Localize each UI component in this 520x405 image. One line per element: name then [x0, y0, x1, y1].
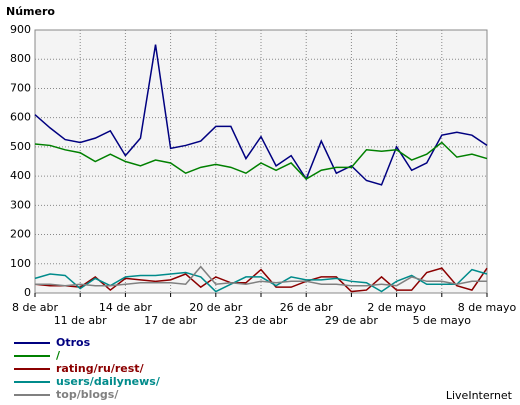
y-tick-label: 600 — [10, 111, 31, 124]
x-tick-label: 26 de abr — [280, 301, 333, 314]
y-tick-label: 800 — [10, 52, 31, 65]
series-line — [34, 44, 488, 186]
legend-label: rating/ru/rest/ — [56, 362, 145, 375]
x-tick-label: 8 de abr — [12, 301, 58, 314]
x-tick-label: 20 de abr — [189, 301, 242, 314]
x-tick-label: 2 de mayo — [367, 301, 426, 314]
x-tick-label: 23 de abr — [235, 314, 288, 327]
legend-label: top/blogs/ — [56, 388, 119, 401]
source: LiveInternet — [446, 389, 513, 402]
y-tick-label: 300 — [10, 198, 31, 211]
x-tick-label: 8 de mayo — [458, 301, 517, 314]
x-tick-label: 29 de abr — [325, 314, 378, 327]
y-tick-label: 500 — [10, 140, 31, 153]
y-tick-label: 900 — [10, 23, 31, 36]
y-tick-label: 0 — [24, 286, 31, 299]
x-tick-label: 14 de abr — [99, 301, 152, 314]
chart-title: Número — [6, 5, 55, 18]
y-tick-label: 100 — [10, 257, 31, 270]
series-line — [34, 267, 488, 293]
y-tick-label: 400 — [10, 169, 31, 182]
legend-label: users/dailynews/ — [56, 375, 161, 388]
series-line — [34, 141, 488, 180]
x-tick-label: 5 de mayo — [413, 314, 472, 327]
legend-label: Otros — [56, 336, 91, 349]
x-tick-label: 17 de abr — [144, 314, 197, 327]
y-tick-label: 700 — [10, 81, 31, 94]
x-tick-label: 11 de abr — [54, 314, 107, 327]
series-line — [35, 265, 487, 287]
legend-label: / — [56, 349, 61, 362]
y-tick-label: 200 — [10, 228, 31, 241]
